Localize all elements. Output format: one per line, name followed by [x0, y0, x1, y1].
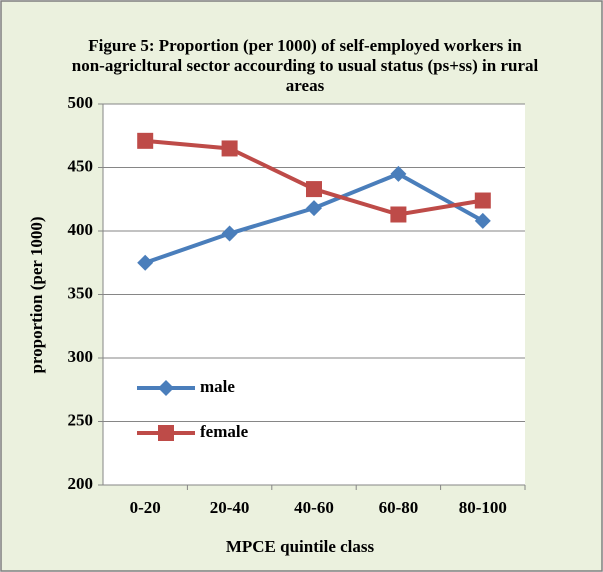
y-tick-label: 500: [68, 93, 94, 112]
marker: [137, 132, 154, 149]
marker: [474, 192, 491, 209]
legend-label: female: [200, 422, 249, 441]
marker: [306, 200, 322, 217]
marker: [306, 181, 322, 198]
y-tick-label: 400: [68, 220, 94, 239]
x-tick-label: 0-20: [130, 498, 161, 517]
y-tick-label: 300: [68, 347, 94, 366]
x-axis-label: MPCE quintile class: [226, 537, 375, 556]
x-tick-label: 80-100: [459, 498, 507, 517]
y-axis-label: proportion (per 1000): [27, 216, 46, 373]
x-tick-label: 40-60: [294, 498, 334, 517]
y-tick-label: 350: [68, 283, 94, 302]
y-tick-label: 200: [68, 474, 94, 493]
marker: [390, 206, 407, 223]
x-tick-label: 20-40: [210, 498, 250, 517]
legend-label: male: [200, 377, 235, 396]
marker: [390, 165, 407, 182]
y-tick-label: 250: [68, 410, 94, 429]
y-tick-label: 450: [68, 156, 94, 175]
marker: [221, 225, 238, 242]
marker: [474, 212, 491, 229]
chart-title: Figure 5: Proportion (per 1000) of self-…: [71, 36, 539, 95]
marker: [158, 425, 174, 441]
marker: [158, 380, 174, 396]
marker: [137, 254, 154, 271]
x-tick-label: 60-80: [379, 498, 419, 517]
marker: [221, 140, 238, 157]
